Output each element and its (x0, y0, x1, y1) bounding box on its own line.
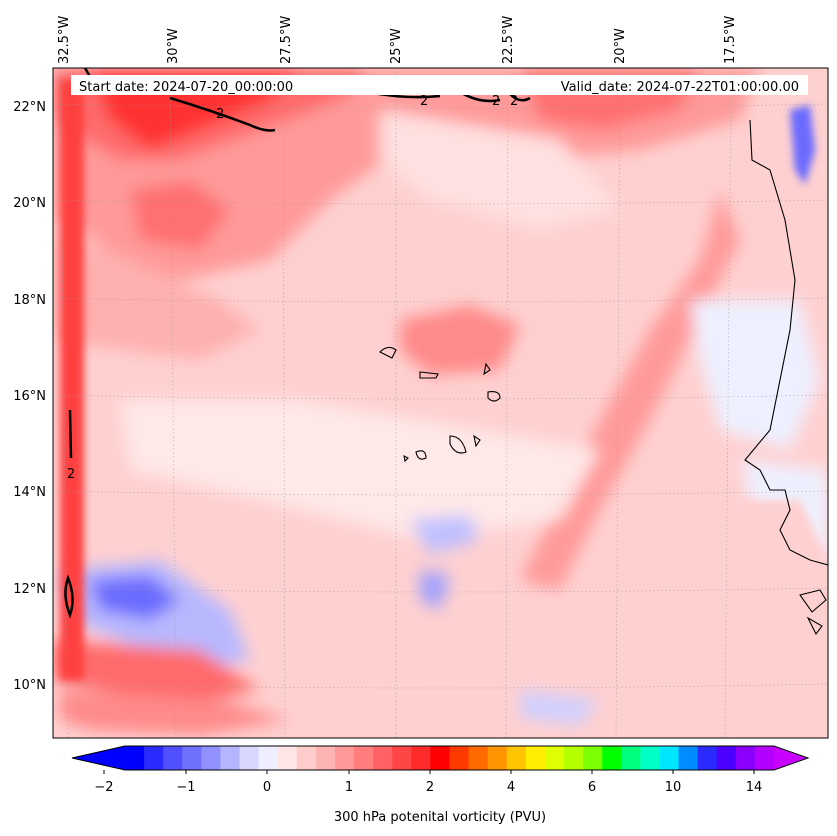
lon-label: 25°W (389, 28, 404, 64)
lat-label: 14°N (13, 485, 46, 500)
longitude-labels: 32.5°W 30°W 27.5°W 25°W 22.5°W 20°W 17.5… (57, 16, 738, 64)
colorbar-cell (640, 746, 660, 770)
colorbar-cell (449, 746, 470, 770)
contour-label: 2 (216, 107, 224, 122)
lon-label: 32.5°W (57, 16, 72, 64)
colorbar-tick-label: −2 (94, 780, 113, 795)
contour-label: 2 (420, 94, 428, 109)
lon-label: 22.5°W (501, 16, 516, 64)
colorbar-tick-label: 2 (426, 780, 434, 795)
colorbar-cell (182, 746, 202, 770)
contour-labels: 2 2 2 2 2 (67, 94, 518, 482)
colorbar-cell (678, 746, 699, 770)
colorbar-cell (144, 746, 164, 770)
colorbar-cell (354, 746, 374, 770)
colorbar: −2 −1 0 1 2 4 6 10 14 300 hPa potenital … (71, 745, 810, 825)
colorbar-over-arrow (774, 746, 808, 770)
colorbar-cell (373, 746, 393, 770)
colorbar-cell (735, 746, 756, 770)
colorbar-cell (430, 746, 450, 770)
lat-label: 18°N (13, 293, 46, 308)
lon-label: 30°W (166, 28, 181, 64)
colorbar-tick-label: 0 (263, 780, 271, 795)
colorbar-cell (621, 746, 641, 770)
colorbar-cell (564, 746, 584, 770)
colorbar-cell (258, 746, 279, 770)
colorbar-ticks (103, 770, 755, 774)
colorbar-cell (716, 746, 737, 770)
colorbar-cell (525, 746, 546, 770)
colorbar-tick-label: −1 (176, 780, 195, 795)
lon-label: 20°W (613, 28, 628, 64)
colorbar-cell (697, 746, 718, 770)
colorbar-tick-label: 1 (345, 780, 353, 795)
colorbar-cell (602, 746, 622, 770)
colorbar-cell (754, 746, 775, 770)
colorbar-cell (163, 746, 183, 770)
pv-field: 2 2 2 2 2 (53, 68, 828, 738)
colorbar-cell (296, 746, 317, 770)
colorbar-cell (220, 746, 241, 770)
colorbar-cell (544, 746, 565, 770)
map-frame (52, 67, 829, 739)
colorbar-cell (125, 746, 145, 770)
lon-label: 27.5°W (279, 16, 294, 64)
colorbar-cell (334, 746, 355, 770)
colorbar-cell (392, 746, 412, 770)
colorbar-cell (239, 746, 260, 770)
colorbar-cell (468, 746, 489, 770)
colorbar-cell (411, 746, 431, 770)
lat-label: 20°N (13, 196, 46, 211)
colorbar-cell (201, 746, 221, 770)
lat-label: 12°N (13, 582, 46, 597)
colorbar-tick-label: 10 (665, 780, 682, 795)
colorbar-cell (506, 746, 527, 770)
lat-label: 16°N (13, 389, 46, 404)
contour-label: 2 (510, 94, 518, 109)
latitude-labels: 22°N 20°N 18°N 16°N 14°N 12°N 10°N (13, 100, 46, 693)
coastlines (379, 119, 828, 636)
lat-label: 10°N (13, 678, 46, 693)
colorbar-tick-label: 14 (746, 780, 763, 795)
colorbar-tick-label: 4 (507, 780, 515, 795)
contour-label: 2 (492, 94, 500, 109)
graticule (53, 68, 828, 738)
valid-date: Valid_date: 2024-07-22T01:00:00.00 (561, 80, 799, 95)
start-date: Start date: 2024-07-20_00:00:00 (79, 80, 293, 95)
colorbar-cell (277, 746, 298, 770)
colorbar-cell (487, 746, 508, 770)
colorbar-cells (125, 746, 775, 770)
map-panel: 2 2 2 2 2 Start date: 2024-07-20_00:00:0… (13, 16, 829, 739)
colorbar-under-arrow (72, 746, 125, 770)
colorbar-tick-labels: −2 −1 0 1 2 4 6 10 14 (94, 780, 762, 795)
colorbar-cell (659, 746, 680, 770)
colorbar-outline (71, 745, 810, 771)
colorbar-tick-label: 6 (588, 780, 596, 795)
colorbar-title: 300 hPa potenital vorticity (PVU) (334, 810, 546, 825)
lon-label: 17.5°W (723, 16, 738, 64)
lat-label: 22°N (13, 100, 46, 115)
date-banner (71, 75, 808, 95)
colorbar-cell (583, 746, 603, 770)
colorbar-cell (315, 746, 336, 770)
contour-label: 2 (67, 467, 75, 482)
